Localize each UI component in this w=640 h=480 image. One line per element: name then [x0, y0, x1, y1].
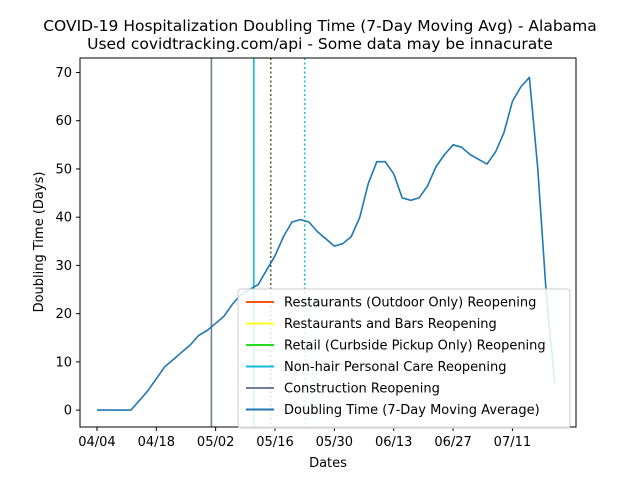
legend-label: Non-hair Personal Care Reopening [284, 360, 507, 375]
x-tick-label: 06/27 [434, 435, 471, 450]
y-axis: 0 10 20 30 40 50 60 70 [55, 66, 80, 419]
y-axis-label: Doubling Time (Days) [32, 172, 47, 313]
x-tick-label: 07/11 [494, 435, 531, 450]
y-tick-label: 10 [55, 355, 72, 370]
y-tick-label: 0 [64, 404, 72, 419]
y-tick-label: 40 [55, 211, 72, 226]
x-tick-label: 05/30 [316, 435, 353, 450]
chart-title: COVID-19 Hospitalization Doubling Time (… [43, 17, 597, 35]
legend-box [237, 288, 571, 429]
legend-label: Retail (Curbside Pickup Only) Reopening [284, 339, 546, 354]
x-tick-label: 06/13 [375, 435, 412, 450]
y-tick-label: 50 [55, 162, 72, 177]
x-tick-label: 04/18 [138, 435, 175, 450]
x-tick-label: 04/04 [78, 435, 115, 450]
legend-label: Construction Reopening [284, 382, 440, 397]
y-tick-label: 20 [55, 307, 72, 322]
x-tick-label: 05/02 [197, 435, 234, 450]
x-tick-label: 05/16 [256, 435, 293, 450]
series-line-0 [97, 76, 556, 411]
legend-label: Doubling Time (7-Day Moving Average) [284, 403, 540, 418]
x-axis-label: Dates [309, 456, 347, 471]
y-tick-label: 30 [55, 259, 72, 274]
y-tick-label: 70 [55, 66, 72, 81]
legend-label: Restaurants and Bars Reopening [284, 317, 497, 332]
legend: Restaurants (Outdoor Only) Reopening Rest… [237, 288, 571, 429]
chart-subtitle: Used covidtracking.com/api - Some data m… [87, 35, 553, 53]
y-tick-label: 60 [55, 114, 72, 129]
legend-label: Restaurants (Outdoor Only) Reopening [284, 296, 536, 311]
x-axis: 04/04 04/18 05/02 05/16 05/30 06/13 06/27 07/11 [78, 427, 531, 450]
series-lines [97, 76, 556, 411]
